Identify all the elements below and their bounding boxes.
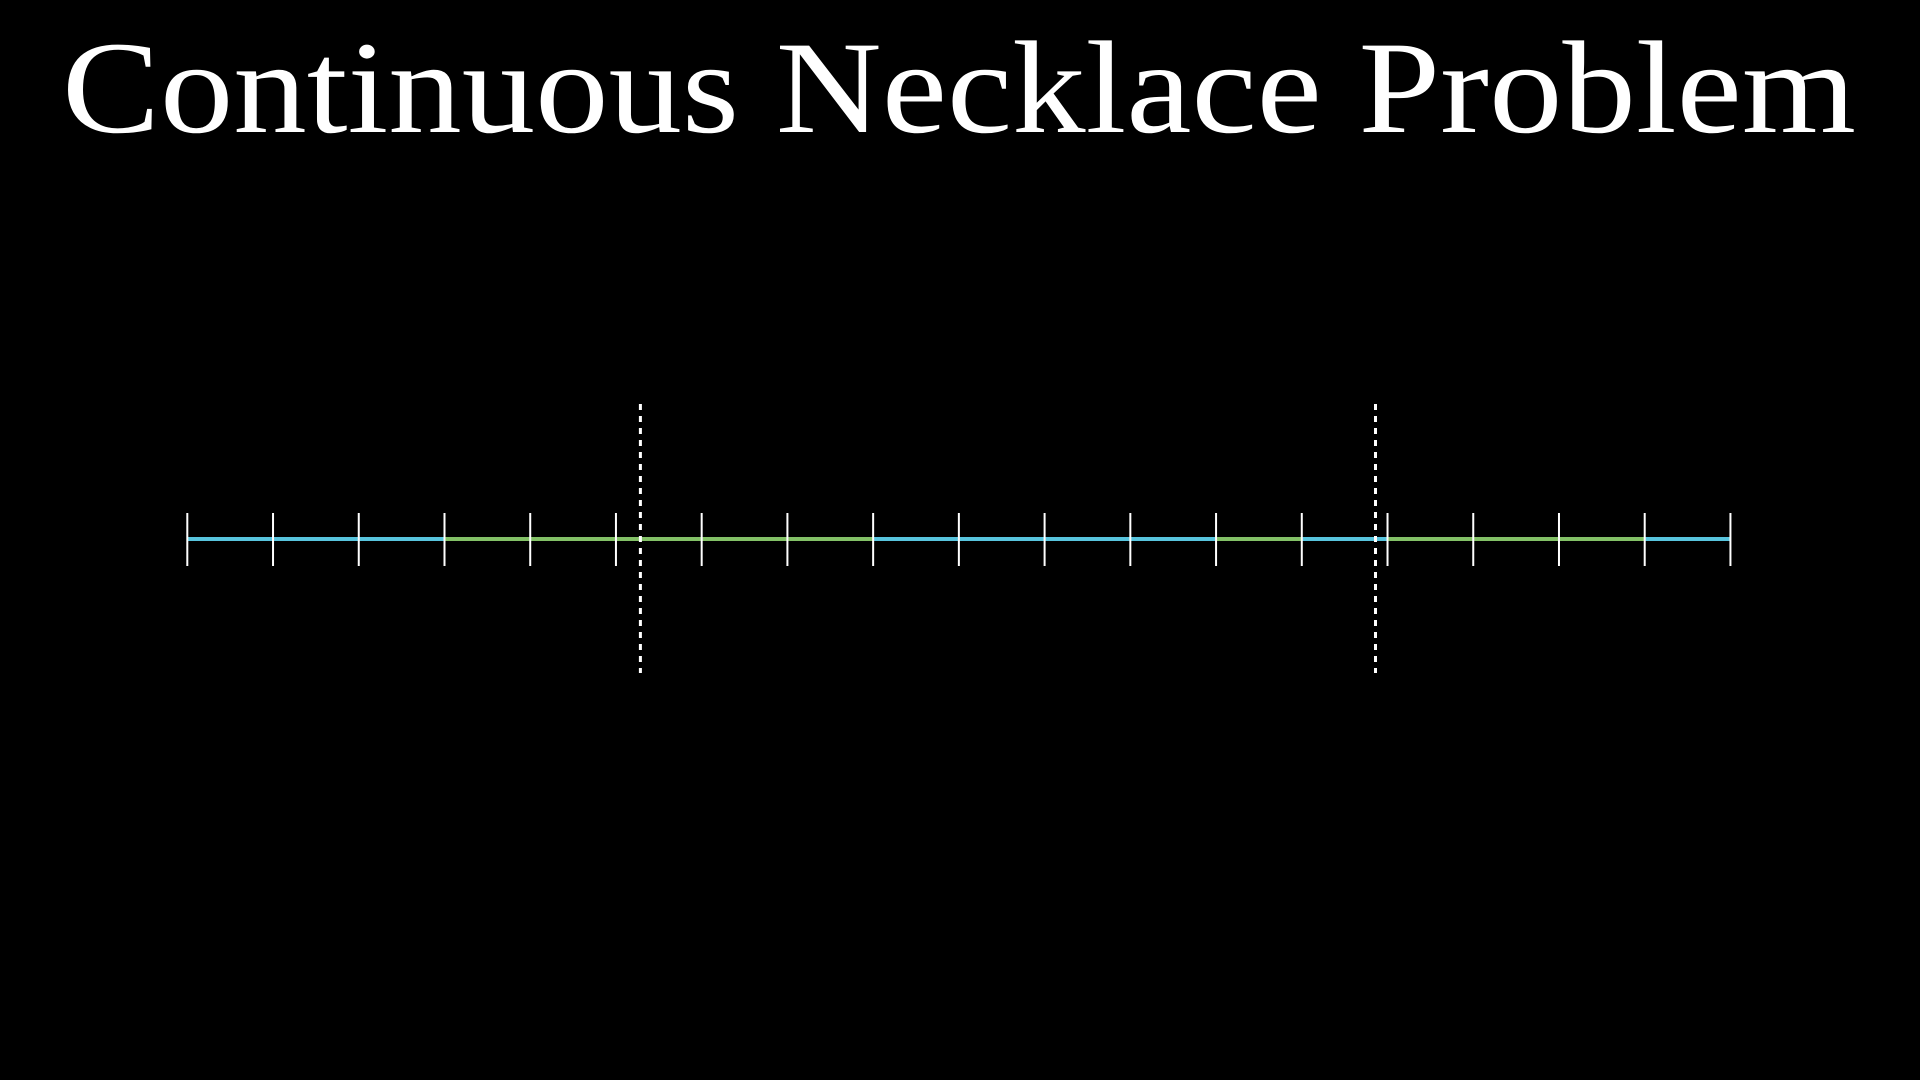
title: Continuous Necklace Problem [62, 14, 1856, 161]
cuts [638, 404, 1377, 673]
necklace [186, 513, 1732, 566]
